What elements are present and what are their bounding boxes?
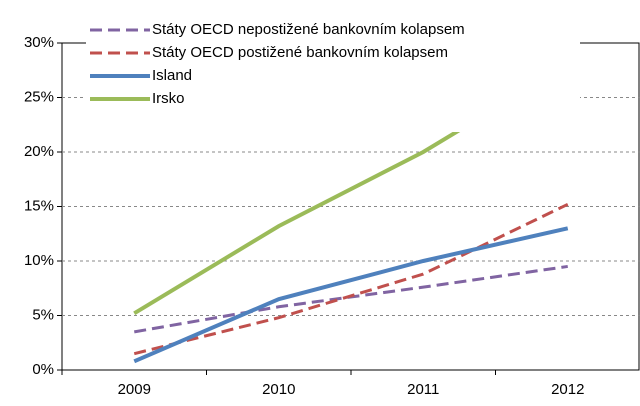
x-tick-label: 2010: [262, 381, 295, 398]
x-tick-label: 2011: [407, 381, 439, 398]
x-tick-label: 2009: [118, 381, 151, 398]
y-tick-label: 15%: [24, 197, 54, 214]
y-tick-label: 0%: [32, 361, 54, 378]
series-line: [133, 226, 569, 364]
legend-label: Irsko: [152, 90, 185, 107]
legend-label: Státy OECD nepostižené bankovním kolapse…: [152, 21, 465, 38]
y-tick-label: 30%: [24, 34, 54, 51]
series-line: [133, 202, 569, 356]
y-tick-label: 5%: [32, 306, 54, 323]
legend-box: [86, 16, 580, 132]
y-tick-label: 10%: [24, 252, 54, 269]
legend-label: Island: [152, 67, 192, 84]
x-tick-label: 2012: [551, 381, 584, 398]
legend-label: Státy OECD postižené bankovním kolapsem: [152, 44, 448, 61]
y-tick-label: 25%: [24, 88, 54, 105]
y-tick-label: 20%: [24, 143, 54, 160]
